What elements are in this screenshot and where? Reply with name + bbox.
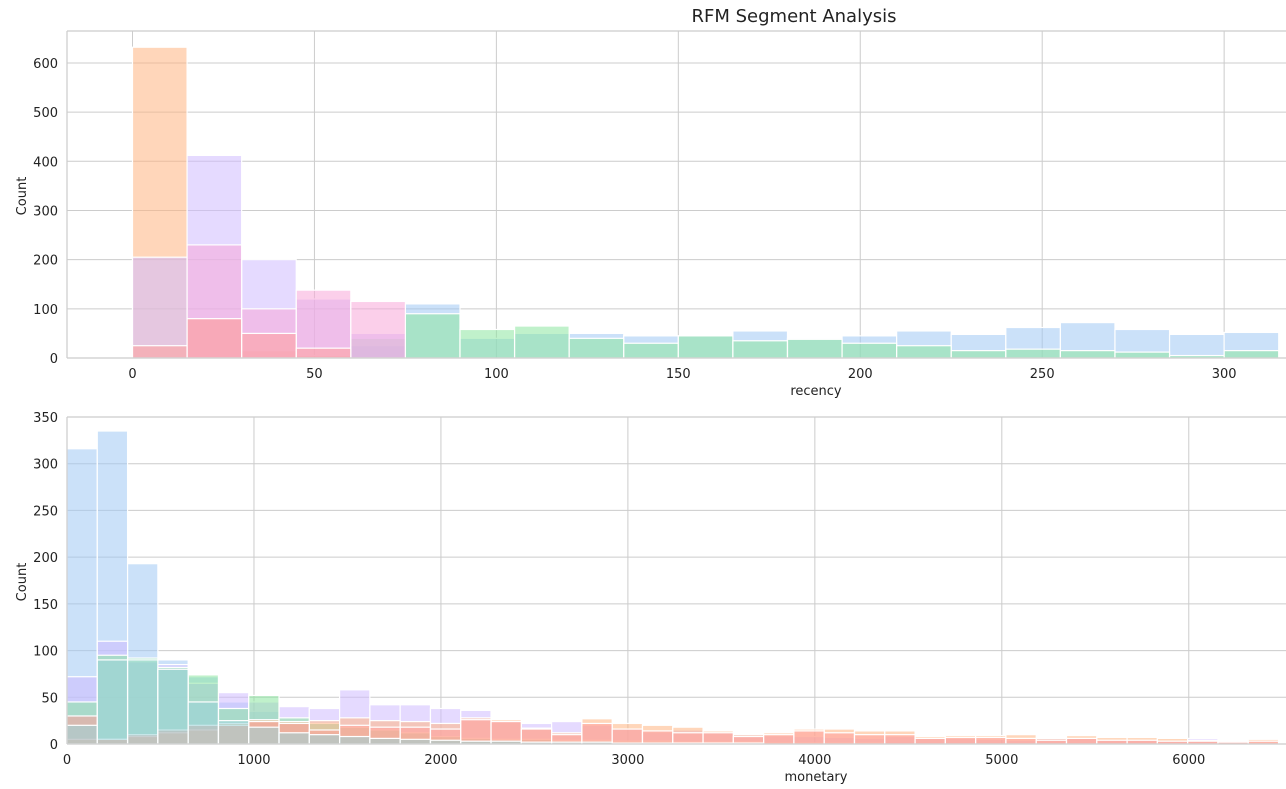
recency-y-tick-label: 600 — [33, 57, 58, 72]
monetary-y-tick-label: 0 — [50, 738, 58, 753]
recency-x-tick-label: 50 — [306, 367, 323, 382]
monetary-x-ticks: 0 1000 2000 3000 4000 5000 6000 — [63, 753, 1205, 768]
monetary-x-tick-label: 6000 — [1172, 753, 1205, 768]
monetary-bar-red-30 — [976, 737, 1006, 744]
recency-bar-red-2 — [242, 333, 297, 358]
recency-bar-green-8 — [569, 338, 624, 358]
recency-x-tick-label: 100 — [484, 367, 509, 382]
monetary-bar-red-17 — [582, 723, 612, 744]
recency-histogram-panel: 0 50 100 150 200 250 300 0 100 200 300 400 500 600 r… — [15, 31, 1286, 399]
recency-y-tick-label: 0 — [50, 352, 58, 367]
recency-x-tick-label: 300 — [1212, 367, 1237, 382]
figure-title: RFM Segment Analysis — [692, 6, 897, 27]
recency-bar-green-5 — [405, 314, 460, 358]
monetary-x-axis-label: monetary — [785, 770, 848, 785]
monetary-bar-teal-9 — [340, 737, 370, 744]
monetary-bar-red-13 — [461, 720, 491, 744]
recency-x-ticks: 0 50 100 150 200 250 300 — [128, 367, 1236, 382]
monetary-bar-red-21 — [703, 733, 733, 744]
recency-bar-green-7 — [515, 326, 570, 358]
recency-y-axis-label: Count — [15, 177, 30, 216]
monetary-bar-red-26 — [854, 735, 884, 744]
recency-bar-green-13 — [842, 343, 897, 358]
recency-bar-green-6 — [460, 329, 515, 358]
recency-bar-blue-19 — [1170, 334, 1225, 358]
recency-bar-green-12 — [787, 339, 842, 358]
monetary-x-tick-label: 3000 — [611, 753, 644, 768]
monetary-y-tick-label: 150 — [33, 598, 58, 613]
monetary-bar-red-29 — [945, 737, 975, 744]
recency-bar-green-15 — [951, 351, 1006, 358]
monetary-y-tick-label: 350 — [33, 411, 58, 426]
recency-y-tick-label: 500 — [33, 106, 58, 121]
recency-y-tick-label: 300 — [33, 204, 58, 219]
monetary-bar-red-19 — [642, 731, 672, 744]
monetary-histogram-panel: 0 1000 2000 3000 4000 5000 6000 0 50 100 150 200 25… — [15, 411, 1286, 785]
monetary-x-tick-label: 0 — [63, 753, 71, 768]
monetary-bar-teal-5 — [218, 721, 248, 744]
recency-bar-green-18 — [1115, 352, 1170, 358]
recency-bar-green-9 — [624, 343, 679, 358]
monetary-bar-teal-4 — [188, 702, 218, 744]
recency-bar-green-11 — [733, 341, 788, 358]
recency-bar-red-0 — [132, 346, 187, 358]
monetary-bar-red-23 — [764, 735, 794, 744]
monetary-y-ticks: 0 50 100 150 200 250 300 350 — [33, 411, 58, 753]
recency-bar-green-17 — [1060, 351, 1115, 358]
monetary-bar-red-27 — [885, 735, 915, 744]
recency-bar-green-14 — [897, 346, 952, 358]
monetary-bar-teal-0 — [67, 725, 97, 744]
recency-y-tick-label: 400 — [33, 155, 58, 170]
recency-x-tick-label: 250 — [1030, 367, 1055, 382]
recency-bar-green-10 — [678, 336, 733, 358]
monetary-bar-teal-8 — [309, 735, 339, 744]
recency-bar-red-1 — [187, 319, 242, 358]
recency-y-tick-label: 200 — [33, 254, 58, 269]
monetary-bar-red-25 — [824, 733, 854, 744]
monetary-bar-red-33 — [1067, 738, 1097, 744]
monetary-x-tick-label: 2000 — [424, 753, 457, 768]
monetary-bar-red-31 — [1006, 738, 1036, 744]
monetary-y-axis-label: Count — [15, 563, 30, 602]
monetary-bar-teal-11 — [400, 739, 430, 744]
monetary-y-tick-label: 50 — [41, 691, 58, 706]
monetary-y-tick-label: 300 — [33, 458, 58, 473]
monetary-y-tick-label: 200 — [33, 551, 58, 566]
monetary-bar-teal-2 — [128, 660, 158, 744]
monetary-x-tick-label: 5000 — [985, 753, 1018, 768]
monetary-x-tick-label: 4000 — [798, 753, 831, 768]
recency-x-tick-label: 0 — [128, 367, 136, 382]
recency-bar-purple-0 — [132, 257, 187, 358]
recency-bar-red-3 — [296, 348, 351, 358]
monetary-bar-teal-3 — [158, 669, 188, 744]
monetary-bar-red-28 — [915, 738, 945, 744]
monetary-bar-teal-10 — [370, 738, 400, 744]
recency-bar-green-16 — [1006, 349, 1061, 358]
recency-bar-green-20 — [1224, 351, 1279, 358]
recency-bar-pink-4 — [351, 301, 406, 358]
monetary-bar-red-24 — [794, 731, 824, 744]
recency-y-ticks: 0 100 200 300 400 500 600 — [33, 57, 58, 367]
monetary-bar-teal-6 — [249, 727, 279, 744]
monetary-bar-teal-7 — [279, 733, 309, 744]
recency-x-axis-label: recency — [790, 384, 842, 399]
recency-x-tick-label: 200 — [848, 367, 873, 382]
recency-y-tick-label: 100 — [33, 303, 58, 318]
monetary-y-tick-label: 100 — [33, 645, 58, 660]
monetary-x-tick-label: 1000 — [237, 753, 270, 768]
monetary-y-tick-label: 250 — [33, 504, 58, 519]
monetary-bar-red-20 — [673, 733, 703, 744]
recency-x-tick-label: 150 — [666, 367, 691, 382]
monetary-bar-red-18 — [612, 729, 642, 744]
monetary-bar-teal-1 — [97, 660, 127, 744]
recency-bars — [132, 47, 1278, 358]
